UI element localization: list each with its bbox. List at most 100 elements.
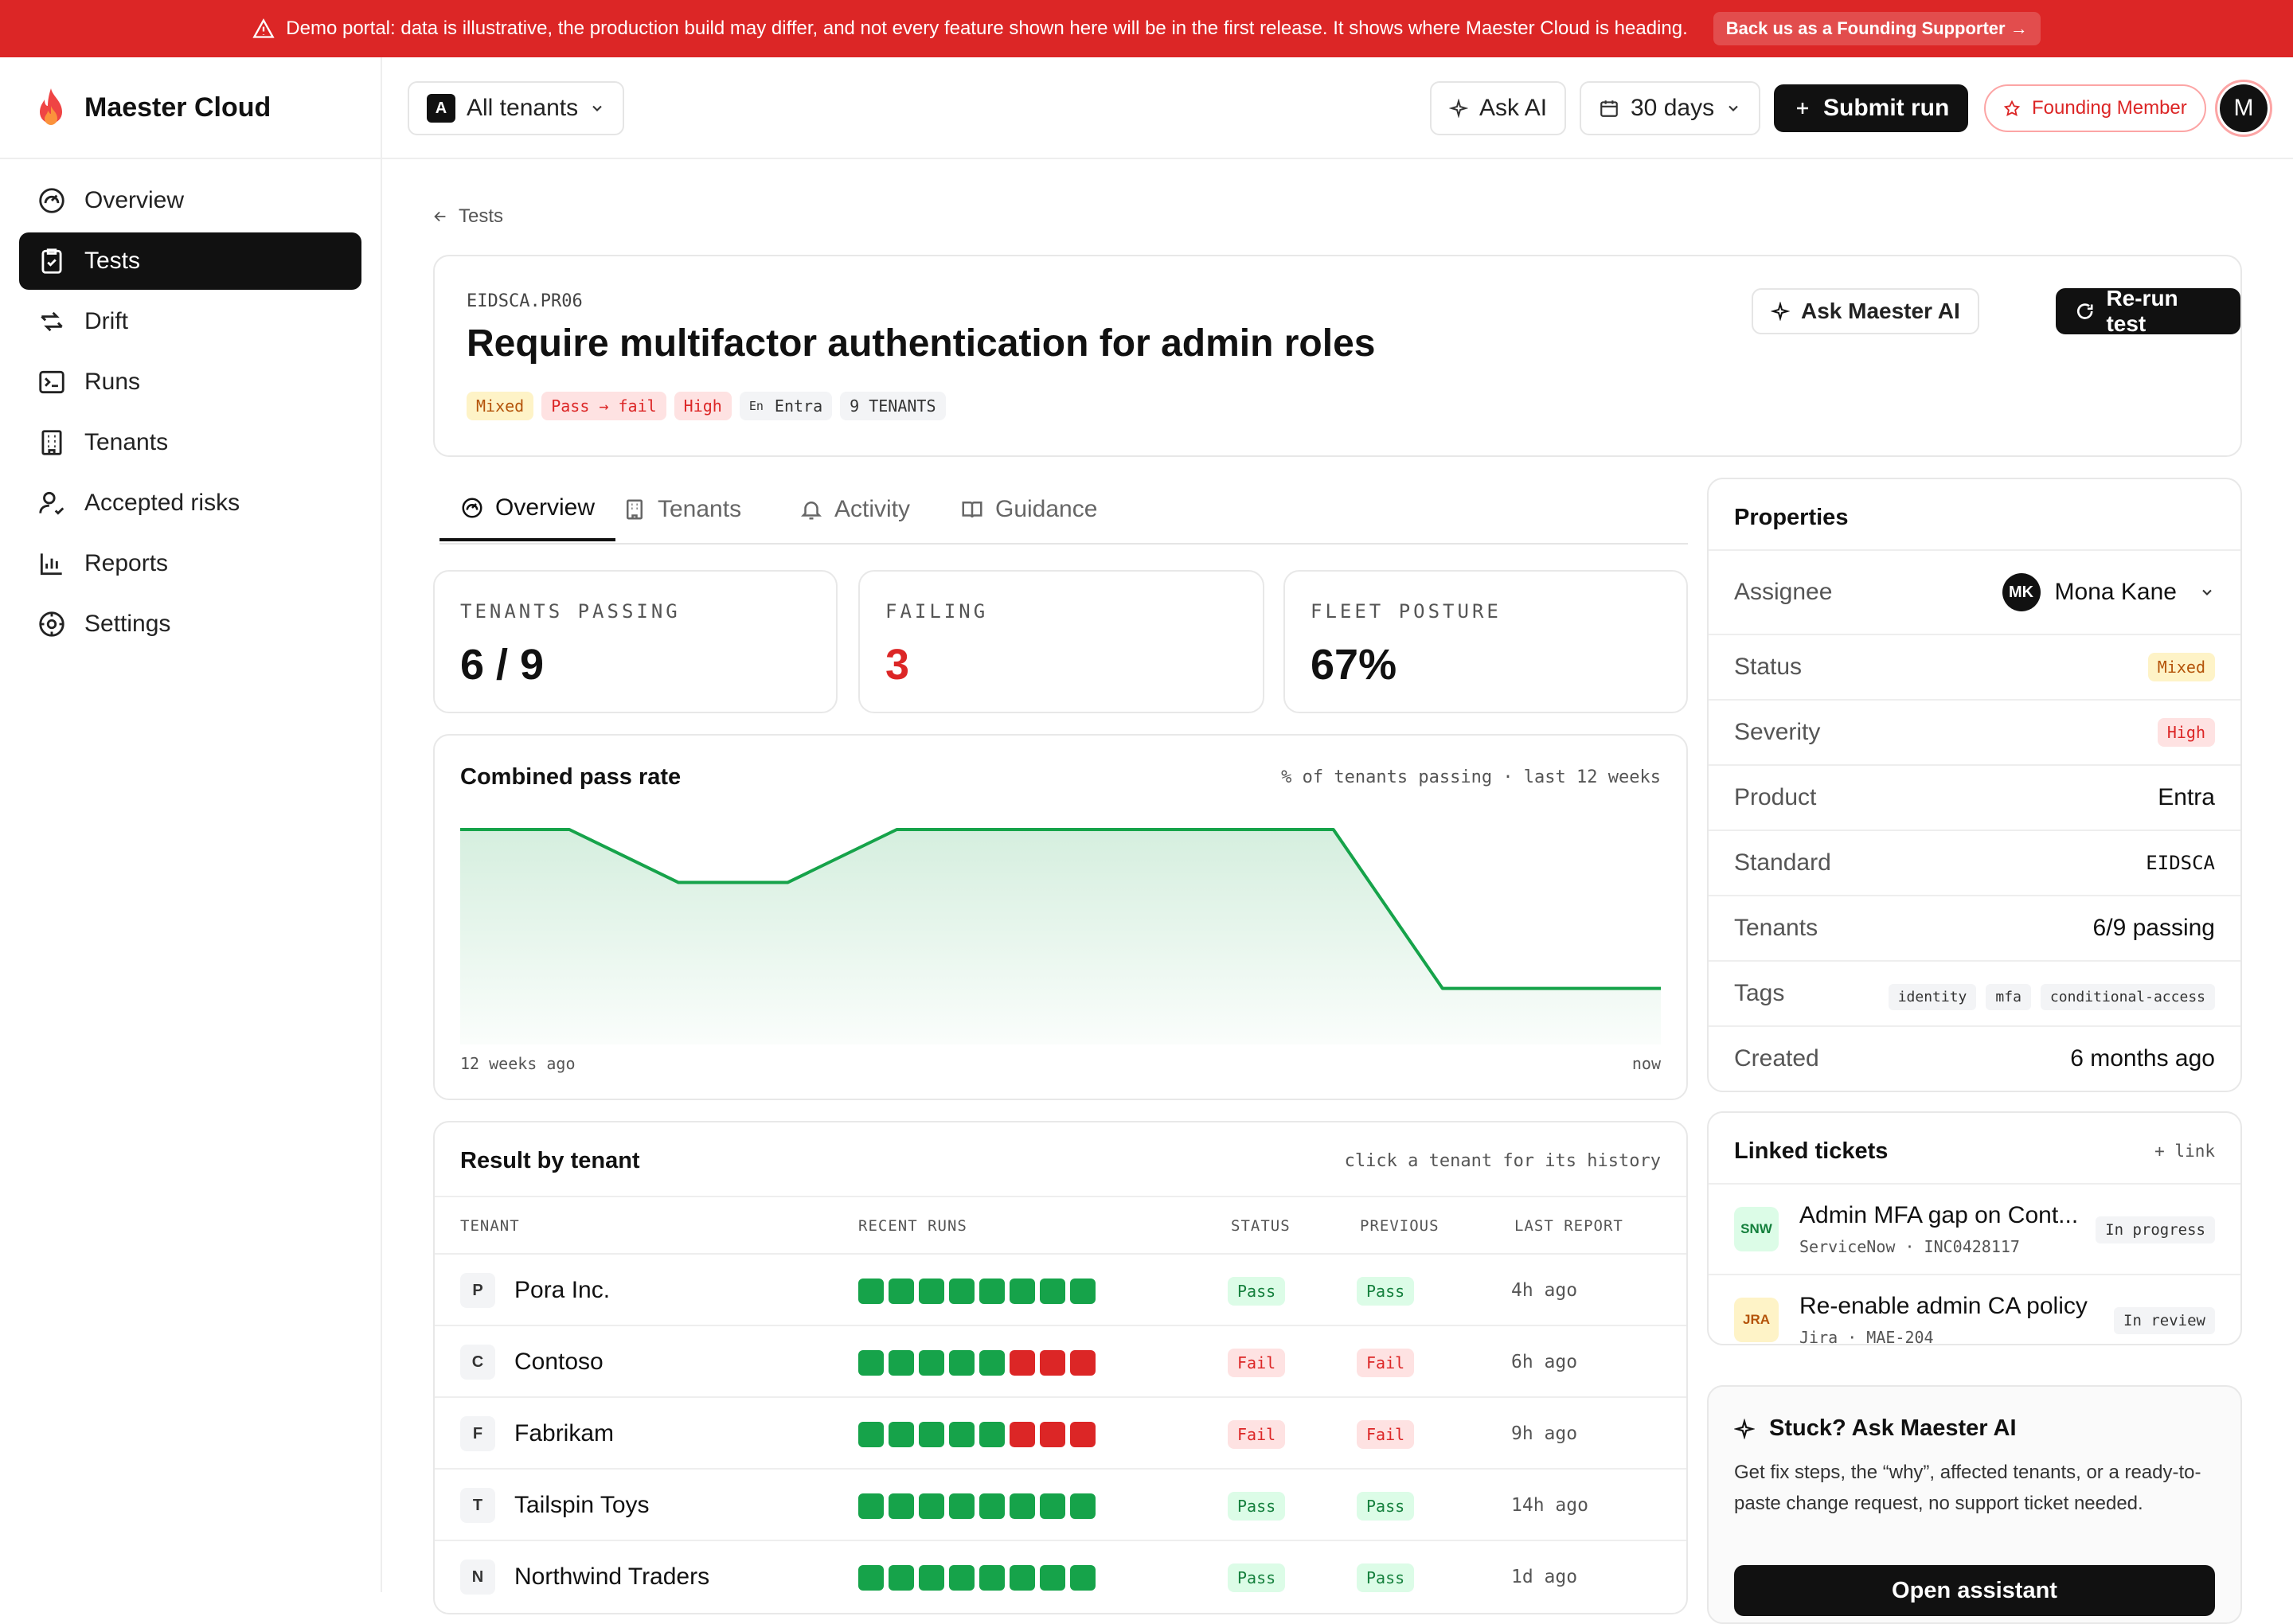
table-row[interactable]: F Fabrikam Fail Fail 9h ago — [435, 1396, 1686, 1468]
sidebar-item-drift[interactable]: Drift — [19, 293, 361, 350]
ask-maester-ai-button[interactable]: Ask Maester AI — [1752, 288, 1979, 334]
tag[interactable]: conditional-access — [2040, 983, 2215, 1010]
ticket-item[interactable]: SNW Admin MFA gap on Cont... ServiceNow … — [1709, 1183, 2240, 1274]
run-pass-marker[interactable] — [979, 1422, 1005, 1447]
run-pass-marker[interactable] — [1010, 1493, 1035, 1519]
run-pass-marker[interactable] — [1010, 1565, 1035, 1591]
sidebar-item-label: Settings — [84, 611, 171, 637]
ticket-item[interactable]: JRA Re-enable admin CA policy Jira · MAE… — [1709, 1274, 2240, 1347]
founding-member-badge[interactable]: Founding Member — [1984, 84, 2206, 132]
brand[interactable]: Maester Cloud — [0, 57, 381, 159]
tag[interactable]: mfa — [1986, 983, 2031, 1010]
run-pass-marker[interactable] — [979, 1565, 1005, 1591]
tab-overview[interactable]: Overview — [439, 478, 616, 541]
run-pass-marker[interactable] — [889, 1493, 914, 1519]
run-pass-marker[interactable] — [889, 1565, 914, 1591]
stat-card-failing: FAILING 3 — [858, 570, 1264, 713]
add-link-button[interactable]: + link — [2154, 1142, 2215, 1161]
run-pass-marker[interactable] — [889, 1279, 914, 1304]
ticket-source: Jira · MAE-204 — [1799, 1328, 1934, 1347]
run-pass-marker[interactable] — [949, 1493, 975, 1519]
run-pass-marker[interactable] — [919, 1350, 944, 1376]
run-pass-marker[interactable] — [858, 1279, 884, 1304]
submit-run-button[interactable]: Submit run — [1774, 84, 1969, 132]
avatar[interactable]: M — [2215, 80, 2272, 137]
run-pass-marker[interactable] — [858, 1565, 884, 1591]
tenant-avatar: P — [460, 1273, 495, 1308]
sidebar-item-overview[interactable]: Overview — [19, 172, 361, 229]
ask-maester-ai-label: Ask Maester AI — [1801, 299, 1960, 323]
run-pass-marker[interactable] — [949, 1350, 975, 1376]
run-fail-marker[interactable] — [1040, 1422, 1065, 1447]
table-row[interactable]: P Pora Inc. Pass Pass 4h ago — [435, 1253, 1686, 1325]
prop-value: 6/9 passing — [2092, 915, 2215, 941]
tag[interactable]: identity — [1888, 983, 1977, 1010]
sidebar-item-label: Reports — [84, 550, 169, 576]
run-pass-marker[interactable] — [1070, 1279, 1096, 1304]
run-pass-marker[interactable] — [979, 1350, 1005, 1376]
rerun-test-button[interactable]: Re-run test — [2056, 286, 2240, 336]
open-assistant-button[interactable]: Open assistant — [1734, 1565, 2215, 1616]
table-row[interactable]: N Northwind Traders Pass Pass 1d ago — [435, 1540, 1686, 1611]
run-pass-marker[interactable] — [979, 1493, 1005, 1519]
sidebar-item-tests[interactable]: Tests — [19, 232, 361, 290]
tenant-name: Northwind Traders — [514, 1563, 710, 1590]
sidebar-item-runs[interactable]: Runs — [19, 353, 361, 411]
tab-label: Activity — [834, 496, 911, 522]
tenant-selector[interactable]: A All tenants — [408, 81, 625, 135]
run-pass-marker[interactable] — [858, 1422, 884, 1447]
run-pass-marker[interactable] — [858, 1493, 884, 1519]
date-range-selector[interactable]: 30 days — [1580, 81, 1761, 135]
sidebar-item-reports[interactable]: Reports — [19, 535, 361, 592]
run-pass-marker[interactable] — [919, 1493, 944, 1519]
prop-label: Tags — [1734, 980, 1785, 1006]
table-row[interactable]: C Contoso Fail Fail 6h ago — [435, 1325, 1686, 1396]
tab-tenants[interactable]: Tenants — [623, 478, 741, 541]
prop-label: Created — [1734, 1045, 1819, 1072]
ticket-source: ServiceNow · INC0428117 — [1799, 1237, 2020, 1256]
run-pass-marker[interactable] — [919, 1565, 944, 1591]
rerun-test-label: Re-run test — [2106, 286, 2178, 336]
assignee-selector[interactable]: MK Mona Kane — [2002, 573, 2215, 611]
run-pass-marker[interactable] — [1040, 1565, 1065, 1591]
run-fail-marker[interactable] — [1040, 1350, 1065, 1376]
sidebar-item-accepted-risks[interactable]: Accepted risks — [19, 474, 361, 532]
tenant-avatar: C — [460, 1345, 495, 1380]
run-pass-marker[interactable] — [949, 1279, 975, 1304]
run-fail-marker[interactable] — [1010, 1350, 1035, 1376]
tab-guidance[interactable]: Guidance — [960, 478, 1097, 541]
ask-ai-button[interactable]: Ask AI — [1430, 81, 1567, 135]
status-badge: Pass — [1228, 1492, 1286, 1521]
back-link[interactable]: Tests — [432, 205, 503, 228]
ticket-title: Re-enable admin CA policy — [1799, 1293, 2088, 1319]
prop-product: Product Entra — [1709, 764, 2240, 830]
prop-value: Entra — [2158, 784, 2215, 810]
run-pass-marker[interactable] — [1070, 1493, 1096, 1519]
sidebar-item-settings[interactable]: Settings — [19, 595, 361, 653]
run-fail-marker[interactable] — [1070, 1350, 1096, 1376]
tickets-title: Linked tickets — [1734, 1138, 1889, 1164]
tenant-avatar: N — [460, 1560, 495, 1595]
table-row[interactable]: T Tailspin Toys Pass Pass 14h ago — [435, 1468, 1686, 1540]
refresh-icon — [2076, 303, 2093, 319]
run-pass-marker[interactable] — [919, 1422, 944, 1447]
run-fail-marker[interactable] — [1070, 1422, 1096, 1447]
run-pass-marker[interactable] — [949, 1422, 975, 1447]
run-pass-marker[interactable] — [889, 1350, 914, 1376]
run-pass-marker[interactable] — [1040, 1279, 1065, 1304]
founding-supporter-link[interactable]: Back us as a Founding Supporter → — [1713, 12, 2041, 45]
run-pass-marker[interactable] — [949, 1565, 975, 1591]
run-pass-marker[interactable] — [889, 1422, 914, 1447]
stat-card-posture: FLEET POSTURE 67% — [1283, 570, 1688, 713]
status-badge: Mixed — [467, 392, 534, 420]
tenant-badge: A — [427, 94, 455, 123]
run-pass-marker[interactable] — [1070, 1565, 1096, 1591]
run-pass-marker[interactable] — [1010, 1279, 1035, 1304]
run-pass-marker[interactable] — [919, 1279, 944, 1304]
run-fail-marker[interactable] — [1010, 1422, 1035, 1447]
run-pass-marker[interactable] — [858, 1350, 884, 1376]
run-pass-marker[interactable] — [1040, 1493, 1065, 1519]
run-pass-marker[interactable] — [979, 1279, 1005, 1304]
tab-activity[interactable]: Activity — [799, 478, 910, 541]
sidebar-item-tenants[interactable]: Tenants — [19, 414, 361, 471]
